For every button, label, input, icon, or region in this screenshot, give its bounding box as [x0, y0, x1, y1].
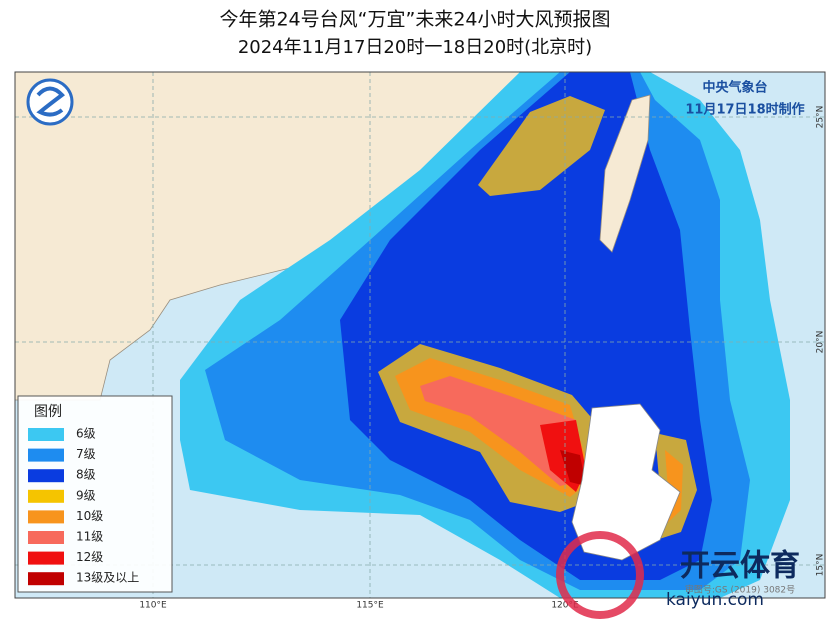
legend-swatch — [28, 448, 64, 462]
legend-label: 13级及以上 — [76, 571, 139, 585]
watermark-site: kaiyun.com — [666, 590, 764, 610]
legend-label: 11级 — [76, 530, 103, 544]
lon-label: 120°E — [551, 601, 579, 611]
watermark-logo — [556, 531, 644, 619]
legend-label: 8级 — [76, 468, 96, 482]
cma-logo-mark — [36, 86, 65, 117]
legend-swatch — [28, 510, 64, 524]
issued-time: 11月17日18时制作 — [685, 102, 804, 118]
legend-label: 12级 — [76, 550, 103, 564]
zone-11 — [420, 376, 586, 486]
zone-13 — [560, 450, 586, 486]
taiwan — [599, 94, 651, 253]
legend-swatch — [28, 469, 64, 483]
approval-number: 审图号:GS (2019) 3082号 — [685, 584, 795, 596]
legend-swatch — [28, 428, 64, 441]
legend: 图例 6级 7级 8级 9级 10级 11级 12级 13级及以上 — [17, 395, 173, 593]
subtitle: 2024年11月17日20时一18日20时(北京时) — [238, 37, 592, 58]
lon-label: 115°E — [356, 601, 384, 611]
legend-swatch — [28, 551, 64, 565]
lat-label: 15°N — [816, 554, 826, 577]
agency-name: 中央气象台 — [702, 80, 767, 96]
lat-label: 25°N — [816, 106, 826, 129]
map-body — [15, 72, 825, 598]
luzon — [571, 403, 681, 561]
legend-label: 7级 — [76, 447, 96, 461]
lon-labels: 110°E 115°E 120°E — [139, 601, 579, 611]
lon-label: 110°E — [139, 601, 167, 611]
legend-swatch — [28, 531, 64, 544]
legend-swatch — [28, 572, 64, 586]
legend-label: 10级 — [76, 509, 103, 523]
lat-label: 20°N — [816, 331, 826, 354]
legend-swatch — [28, 489, 64, 503]
lat-labels: 25°N 20°N 15°N — [816, 106, 826, 577]
title: 今年第24号台风“万宜”未来24小时大风预报图 — [219, 9, 610, 31]
frame — [14, 71, 826, 599]
legend-label: 9级 — [76, 488, 96, 502]
legend-title: 图例 — [34, 404, 62, 420]
legend-label: 6级 — [76, 427, 96, 441]
watermark-brand: 开云体育 — [680, 549, 800, 584]
